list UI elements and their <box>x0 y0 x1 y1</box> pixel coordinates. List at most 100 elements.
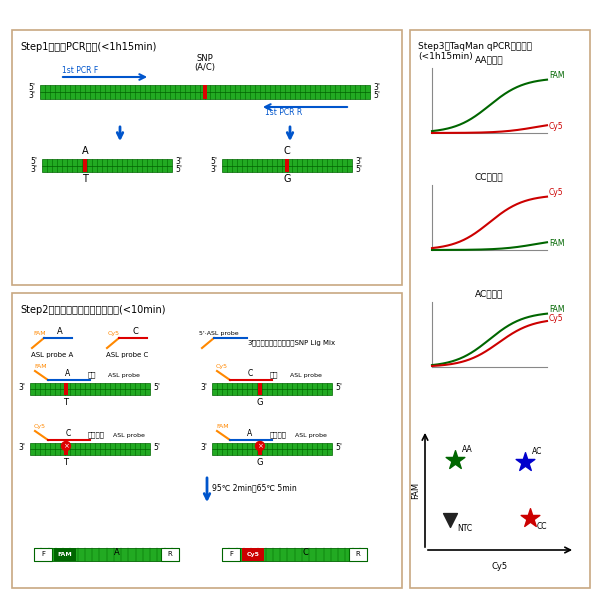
Text: FAM: FAM <box>58 552 73 557</box>
Text: A: A <box>82 146 88 156</box>
Bar <box>12 30 402 285</box>
Text: 3': 3' <box>18 443 25 451</box>
Text: G: G <box>257 458 263 467</box>
Bar <box>212 383 332 389</box>
Bar <box>203 85 207 99</box>
Bar <box>30 443 150 449</box>
Text: FAM: FAM <box>33 331 46 336</box>
Bar <box>64 443 68 455</box>
Text: 3': 3' <box>373 83 380 92</box>
Text: F: F <box>41 551 45 557</box>
Bar <box>222 159 352 166</box>
Text: 无法连接: 无法连接 <box>88 431 105 438</box>
Text: 3': 3' <box>28 91 35 100</box>
Bar <box>212 449 332 455</box>
Bar <box>30 449 150 455</box>
Text: FAM: FAM <box>549 305 565 314</box>
Text: 5': 5' <box>373 91 380 100</box>
Text: 5': 5' <box>210 157 217 166</box>
Text: SNP: SNP <box>197 54 214 63</box>
Text: ×: × <box>257 443 263 449</box>
Text: G: G <box>257 398 263 407</box>
Text: T: T <box>64 458 68 467</box>
Text: FAM: FAM <box>411 481 420 499</box>
Text: C: C <box>284 146 290 156</box>
Bar <box>222 548 367 561</box>
Text: Cy5: Cy5 <box>247 552 260 557</box>
Bar <box>212 389 332 395</box>
Bar <box>258 383 262 395</box>
Text: 无法连接: 无法连接 <box>270 431 287 438</box>
Circle shape <box>62 442 71 451</box>
Text: R: R <box>167 551 172 557</box>
Text: A: A <box>114 548 120 557</box>
Point <box>525 513 535 523</box>
Bar <box>30 389 150 395</box>
Text: ×: × <box>63 443 69 449</box>
Text: AC: AC <box>532 447 542 456</box>
Text: 加入特异性杂交探针和SNP Lig Mix: 加入特异性杂交探针和SNP Lig Mix <box>252 340 335 346</box>
Point <box>445 515 455 525</box>
Bar <box>30 383 150 389</box>
Text: Step1：常规PCR扩增(<1h15min): Step1：常规PCR扩增(<1h15min) <box>20 42 157 52</box>
Text: Cy5: Cy5 <box>216 364 228 369</box>
Text: 3': 3' <box>247 340 253 346</box>
Text: 5': 5' <box>28 83 35 92</box>
Text: AA: AA <box>462 445 473 454</box>
Text: A: A <box>65 369 71 378</box>
Text: FAM: FAM <box>549 71 565 80</box>
Text: 1st PCR R: 1st PCR R <box>265 108 302 117</box>
Text: (A/C): (A/C) <box>194 63 215 72</box>
Text: Cy5: Cy5 <box>549 188 563 197</box>
Point <box>520 457 530 467</box>
Text: F: F <box>229 551 233 557</box>
Text: 3': 3' <box>30 164 37 173</box>
Circle shape <box>256 442 265 451</box>
Bar <box>285 159 289 172</box>
Text: Cy5: Cy5 <box>549 122 563 131</box>
Bar <box>83 159 87 172</box>
Text: A: A <box>57 327 63 336</box>
Bar <box>242 548 264 561</box>
Text: 3': 3' <box>200 383 207 391</box>
Text: ASL probe A: ASL probe A <box>31 352 73 358</box>
Bar <box>161 548 179 561</box>
Text: 5'·ASL probe: 5'·ASL probe <box>199 331 239 336</box>
Text: NTC: NTC <box>457 524 472 533</box>
Bar <box>258 443 262 455</box>
Text: Cy5: Cy5 <box>549 314 563 323</box>
Bar <box>222 166 352 172</box>
Bar <box>40 85 370 92</box>
Bar <box>12 293 402 588</box>
Text: 1st PCR F: 1st PCR F <box>62 66 98 75</box>
Text: 5': 5' <box>30 157 37 166</box>
Text: ASL probe C: ASL probe C <box>106 352 148 358</box>
Text: T: T <box>64 398 68 407</box>
Text: 3': 3' <box>210 164 217 173</box>
Text: ASL probe: ASL probe <box>295 433 327 438</box>
Text: 5': 5' <box>153 443 160 451</box>
Text: C: C <box>132 327 138 336</box>
Bar <box>64 383 68 395</box>
Text: T: T <box>82 174 88 184</box>
Text: FAM: FAM <box>216 424 229 429</box>
Text: AC基因型: AC基因型 <box>475 289 503 298</box>
Text: Cy5: Cy5 <box>492 562 508 571</box>
Text: Cy5: Cy5 <box>108 331 120 336</box>
Text: ASL probe: ASL probe <box>108 373 140 378</box>
Text: R: R <box>356 551 361 557</box>
Text: 3': 3' <box>175 157 182 166</box>
Point <box>450 455 460 465</box>
Bar <box>410 30 590 588</box>
Text: 连接: 连接 <box>270 371 278 378</box>
Text: 连接: 连接 <box>88 371 97 378</box>
Text: Step3：TaqMan qPCR基因分型
(<1h15min): Step3：TaqMan qPCR基因分型 (<1h15min) <box>418 42 532 61</box>
Text: A: A <box>247 429 253 438</box>
Text: FAM: FAM <box>34 364 47 369</box>
Text: 95℃ 2min，65℃ 5min: 95℃ 2min，65℃ 5min <box>212 484 297 493</box>
Bar <box>42 159 172 166</box>
Bar <box>222 548 240 561</box>
Bar <box>212 443 332 449</box>
Text: 5': 5' <box>335 443 342 451</box>
Text: CC: CC <box>537 522 548 531</box>
